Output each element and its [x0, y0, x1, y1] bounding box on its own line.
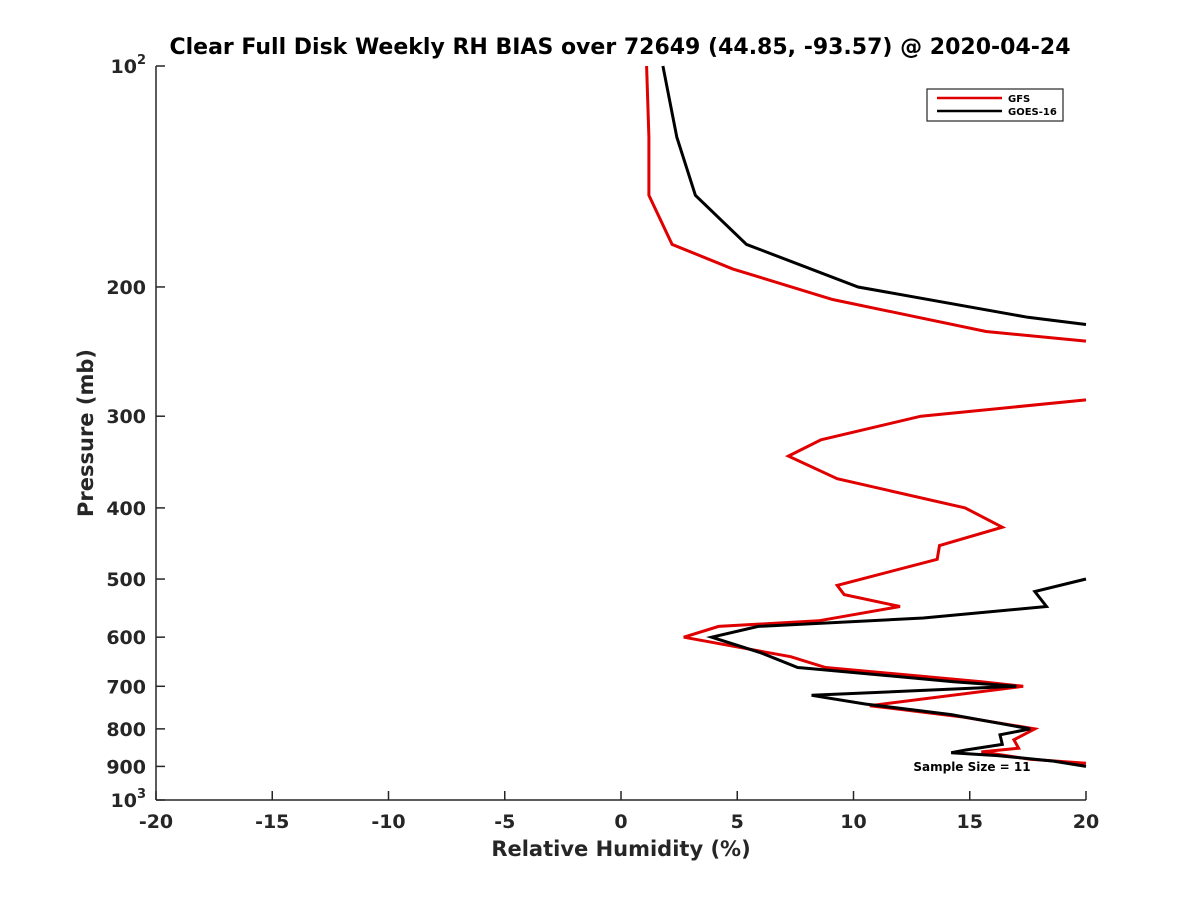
legend-label: GOES-16 — [1008, 107, 1057, 118]
series-line-goes-16 — [661, 65, 1087, 768]
y-tick-label: 300 — [106, 406, 146, 428]
y-axis-label: Pressure (mb) — [74, 349, 98, 517]
legend-box — [926, 88, 1064, 122]
x-tick-label: -5 — [494, 811, 515, 833]
y-tick-label: 800 — [106, 719, 146, 741]
x-tick-label: -15 — [255, 811, 289, 833]
sample-size-annotation: Sample Size = 11 — [913, 760, 1030, 774]
legend: GFS GOES-16 — [926, 88, 1064, 122]
x-tick-label: 20 — [1073, 811, 1099, 833]
x-tick-label: -20 — [139, 811, 173, 833]
y-tick-label: 500 — [106, 569, 146, 591]
y-tick-label: 600 — [106, 627, 146, 649]
series-line-gfs — [645, 65, 1087, 765]
y-tick-label: 103 — [111, 787, 147, 812]
x-tick-label: 15 — [957, 811, 983, 833]
x-tick-label: 5 — [731, 811, 744, 833]
y-tick-label: 900 — [106, 756, 146, 778]
plot-series — [645, 65, 1087, 768]
y-ticks: 102 200 300 400 500 600 700 800 900 103 — [106, 53, 165, 812]
y-tick-label: 102 — [111, 53, 147, 78]
x-ticks: -20 -15 -10 -5 0 5 10 15 20 — [139, 791, 1099, 833]
y-tick-label: 200 — [106, 277, 146, 299]
x-axis-label: Relative Humidity (%) — [491, 837, 750, 861]
x-tick-label: -10 — [371, 811, 405, 833]
y-tick-label: 700 — [106, 676, 146, 698]
y-tick-label: 400 — [106, 498, 146, 520]
legend-label: GFS — [1008, 94, 1030, 105]
chart-title: Clear Full Disk Weekly RH BIAS over 7264… — [169, 35, 1070, 60]
x-tick-label: 10 — [840, 811, 866, 833]
x-tick-label: 0 — [614, 811, 627, 833]
